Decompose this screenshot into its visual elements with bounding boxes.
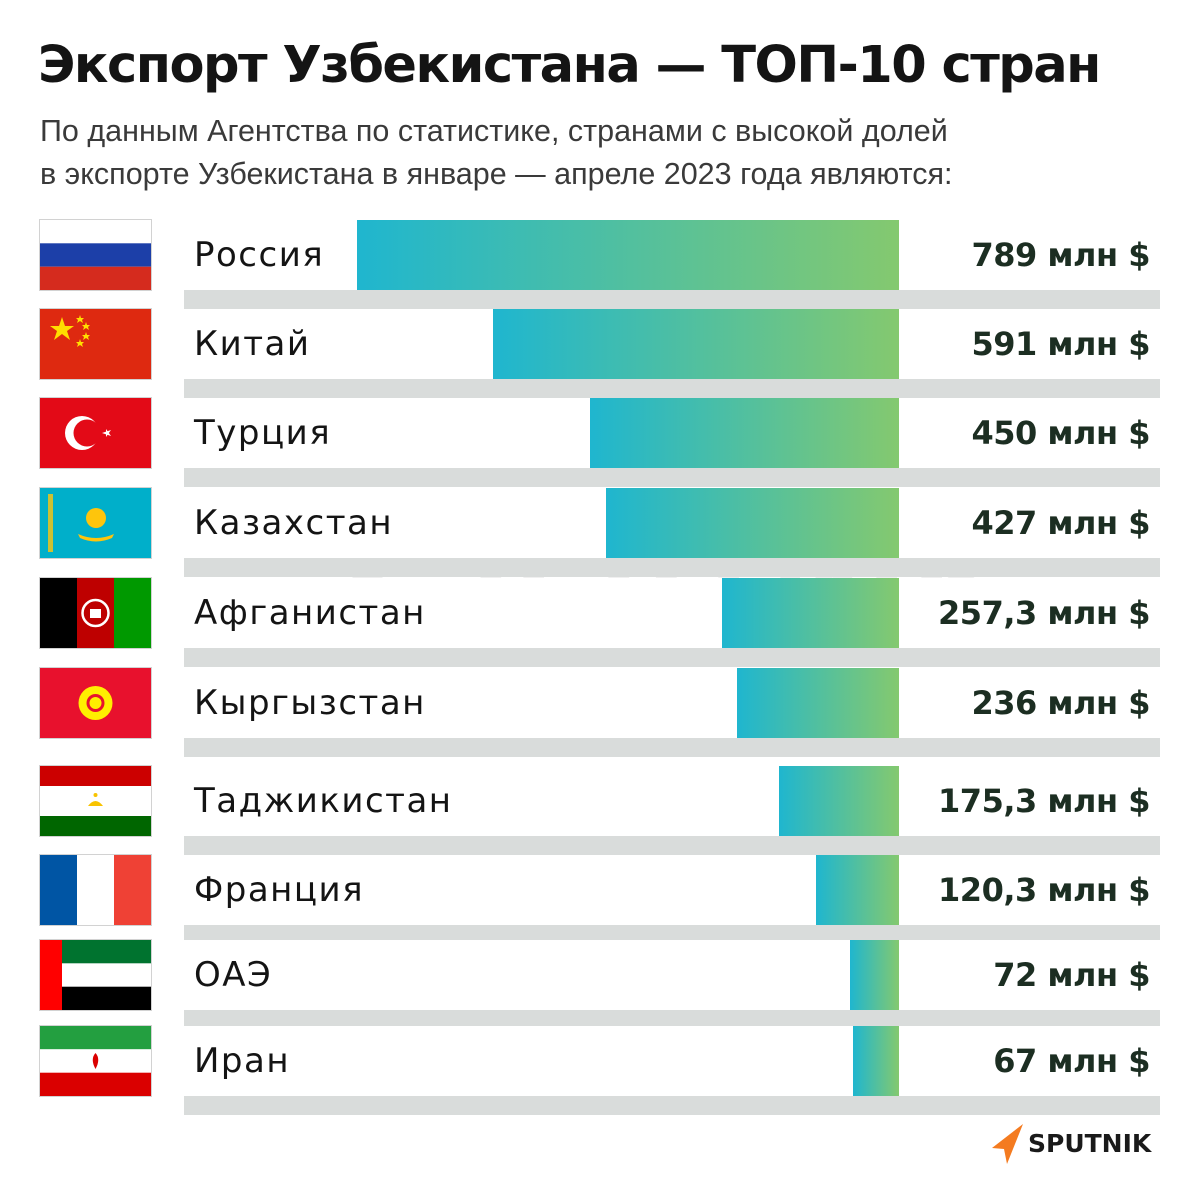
subtitle-line-2: в экспорте Узбекистана в январе — апреле… [40,157,953,191]
france-flag-icon [40,855,151,925]
russia-flag-icon [40,220,151,290]
afghanistan-flag-icon [40,578,151,648]
row-separator [184,836,1160,855]
bar-row: Афганистан 257,3 млн $ [184,578,1160,648]
category-label: Афганистан [194,593,426,633]
category-label: Китай [194,324,311,364]
category-label: Россия [194,235,325,275]
value-label: 427 млн $ [971,504,1150,542]
chart-title: Экспорт Узбекистана — ТОП-10 стран [38,36,1101,95]
bar [850,940,899,1010]
bar [737,668,899,738]
value-label: 120,3 млн $ [938,871,1150,909]
bar-row: Таджикистан 175,3 млн $ [184,766,1160,836]
bar-row: Казахстан 427 млн $ [184,488,1160,558]
bar [606,488,899,558]
value-label: 591 млн $ [971,325,1150,363]
bar-row: Кыргызстан 236 млн $ [184,668,1160,738]
row-separator [184,925,1160,944]
value-label: 67 млн $ [993,1042,1150,1080]
value-label: 72 млн $ [993,956,1150,994]
row-separator [184,648,1160,667]
category-label: ОАЭ [194,955,273,995]
tajikistan-flag-icon [40,766,151,836]
bar [493,309,899,379]
bar-row: Россия 789 млн $ [184,220,1160,290]
category-label: Франция [194,870,365,910]
bar [779,766,899,836]
value-label: 450 млн $ [971,414,1150,452]
row-separator [184,379,1160,398]
turkey-flag-icon [40,398,151,468]
bar [722,578,899,648]
row-separator [184,1010,1160,1029]
category-label: Кыргызстан [194,683,426,723]
bar [853,1026,899,1096]
bar [357,220,899,290]
uae-flag-icon [40,940,151,1010]
value-label: 789 млн $ [971,236,1150,274]
sputnik-logo-icon [992,1124,1023,1164]
value-label: 175,3 млн $ [938,782,1150,820]
sputnik-logo-text: SPUTNIK [1028,1129,1152,1158]
bar-row: Турция 450 млн $ [184,398,1160,468]
chart-subtitle: По данным Агентства по статистике, стран… [40,110,1170,196]
category-label: Турция [194,413,332,453]
category-label: Казахстан [194,503,394,543]
sputnik-logo: SPUTNIK [990,1120,1170,1168]
value-label: 257,3 млн $ [938,594,1150,632]
bar-row: ОАЭ 72 млн $ [184,940,1160,1010]
kyrgyzstan-flag-icon [40,668,151,738]
category-label: Таджикистан [194,781,453,821]
kazakhstan-flag-icon [40,488,151,558]
row-separator [184,558,1160,577]
bar [816,855,899,925]
row-separator [184,738,1160,757]
bar-row: Франция 120,3 млн $ [184,855,1160,925]
china-flag-icon [40,309,151,379]
row-separator [184,290,1160,309]
bar [590,398,899,468]
subtitle-line-1: По данным Агентства по статистике, стран… [40,114,948,148]
category-label: Иран [194,1041,291,1081]
iran-flag-icon [40,1026,151,1096]
row-separator [184,468,1160,487]
bar-row: Иран 67 млн $ [184,1026,1160,1096]
bar-row: Китай 591 млн $ [184,309,1160,379]
row-separator [184,1096,1160,1115]
value-label: 236 млн $ [971,684,1150,722]
